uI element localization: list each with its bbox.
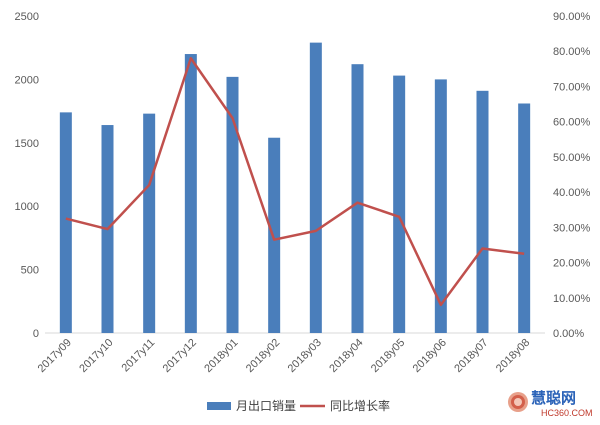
hc360-logo-icon xyxy=(508,392,528,412)
right-axis-tick-label: 70.00% xyxy=(553,81,591,93)
line-series xyxy=(65,57,525,307)
x-axis-tick-label: 2018y01 xyxy=(202,337,240,375)
x-axis-ticks: 2017y09 2017y10 2017y11 2017y12 2018y01 2018y… xyxy=(36,337,533,375)
right-axis-tick-label: 60.00% xyxy=(553,117,591,129)
x-axis-tick-label: 2018y06 xyxy=(411,337,449,375)
legend: 月出口销量 同比增长率 xyxy=(207,398,390,413)
x-axis-tick-label: 2017y11 xyxy=(120,337,158,375)
bar xyxy=(226,76,239,333)
right-axis-tick-label: 80.00% xyxy=(553,46,591,58)
x-axis-tick-label: 2018y03 xyxy=(286,337,324,375)
left-axis-tick-label: 1500 xyxy=(15,138,39,150)
watermark: 慧聪网 HC360.COM xyxy=(508,389,593,418)
bar xyxy=(309,42,322,334)
x-axis-tick-label: 2018y02 xyxy=(244,337,282,375)
bar xyxy=(518,103,531,333)
right-axis-tick-label: 10.00% xyxy=(553,293,591,305)
bar xyxy=(393,75,406,333)
left-axis-tick-label: 500 xyxy=(21,265,39,277)
x-axis-tick-label: 2018y07 xyxy=(452,337,490,375)
bar-series xyxy=(59,42,531,334)
right-axis: 0.00% 10.00% 20.00% 30.00% 40.00% 50.00% 60.00… xyxy=(553,11,591,340)
bar xyxy=(476,90,489,333)
right-axis-tick-label: 50.00% xyxy=(553,152,591,164)
left-axis-tick-label: 0 xyxy=(33,328,39,340)
x-axis-tick-label: 2018y08 xyxy=(494,337,532,375)
left-axis: 0 500 1000 1500 2000 2500 xyxy=(15,11,39,340)
legend-line-label: 同比增长率 xyxy=(330,398,390,413)
left-axis-tick-label: 2000 xyxy=(15,74,39,86)
bar xyxy=(143,113,156,333)
left-axis-tick-label: 1000 xyxy=(15,201,39,213)
watermark-subtext: HC360.COM xyxy=(541,408,593,418)
x-axis-tick-label: 2018y05 xyxy=(369,337,407,375)
right-axis-tick-label: 90.00% xyxy=(553,11,591,23)
legend-bar-label: 月出口销量 xyxy=(236,399,296,413)
bar xyxy=(268,137,281,333)
bar xyxy=(434,79,447,334)
x-axis-tick-label: 2018y04 xyxy=(327,337,365,375)
right-axis-tick-label: 40.00% xyxy=(553,187,591,199)
x-axis-tick-label: 2017y12 xyxy=(161,337,199,375)
bar xyxy=(184,54,197,333)
legend-bar-swatch xyxy=(207,402,231,410)
bar xyxy=(351,64,364,334)
x-axis-tick-label: 2017y10 xyxy=(77,337,115,375)
right-axis-tick-label: 0.00% xyxy=(553,328,584,340)
bar xyxy=(59,112,72,333)
x-axis-tick-label: 2017y09 xyxy=(36,337,74,375)
watermark-text: 慧聪网 xyxy=(531,389,576,407)
right-axis-tick-label: 20.00% xyxy=(553,258,591,270)
growth-rate-line xyxy=(65,57,525,307)
right-axis-tick-label: 30.00% xyxy=(553,222,591,234)
left-axis-tick-label: 2500 xyxy=(15,11,39,23)
